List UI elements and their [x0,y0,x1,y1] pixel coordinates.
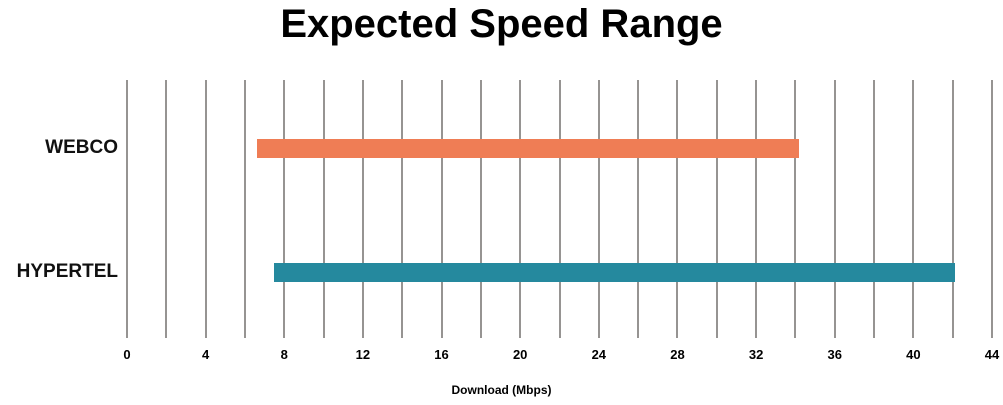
bar-hypertel[interactable] [274,262,955,282]
x-tick-label: 4 [202,347,210,362]
gridline [951,80,954,338]
x-axis-title: Download (Mbps) [451,383,552,397]
gridline [991,80,993,338]
x-tick-label: 36 [827,347,842,362]
x-tick-label: 12 [355,347,371,362]
gridline [243,80,246,338]
x-tick-label: 28 [670,347,685,362]
x-tick-label: 0 [123,347,131,362]
gridline [204,80,207,338]
gridline [912,80,915,338]
bar-webco[interactable] [256,138,800,158]
gridline [361,80,364,338]
plot-area [126,80,993,338]
x-tick-label: 20 [512,347,528,362]
gridline [597,80,600,338]
category-label-hypertel: HYPERTEL [16,261,118,282]
gridline [519,80,522,338]
gridline [126,80,128,338]
gridline [401,80,404,338]
gridline [283,80,286,338]
gridline [755,80,758,338]
gridline [322,80,325,338]
x-tick-label: 24 [591,347,607,362]
gridline [558,80,561,338]
x-tick-label: 8 [280,347,288,362]
gridline [873,80,876,338]
gridline [440,80,443,338]
x-tick-label: 32 [748,347,764,362]
gridline [637,80,640,338]
gridline [676,80,679,338]
category-label-webco: WEBCO [45,137,118,158]
gridline [479,80,482,338]
x-tick-label: 16 [434,347,449,362]
chart-title: Expected Speed Range [280,2,723,46]
gridline [715,80,718,338]
x-tick-label: 40 [906,347,921,362]
gridline [165,80,168,338]
gridline [833,80,836,338]
gridline [794,80,797,338]
x-tick-label: 44 [984,347,1000,362]
